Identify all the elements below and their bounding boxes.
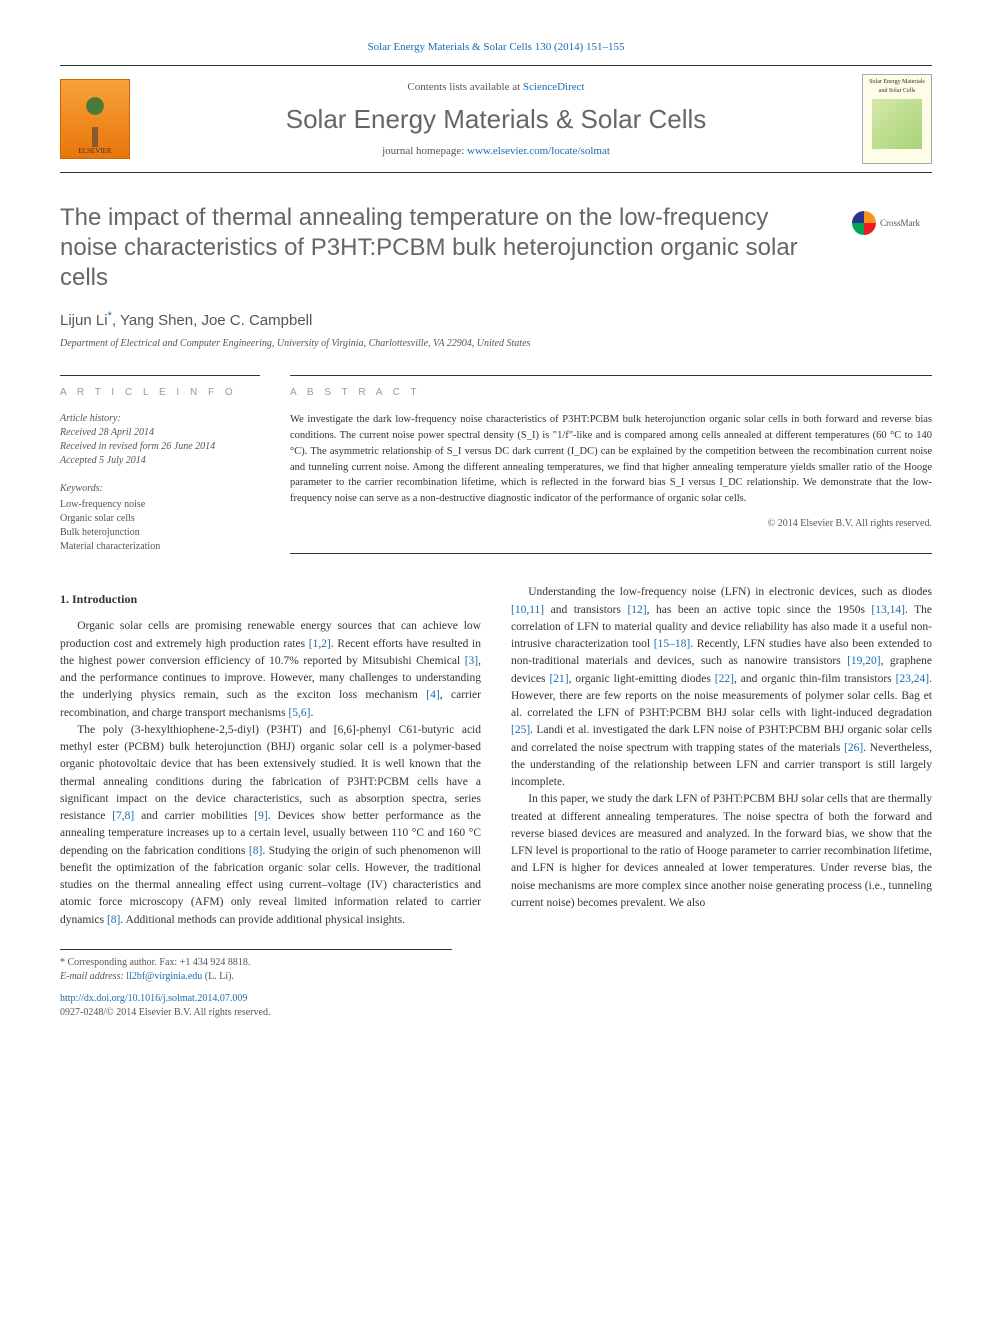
doi-link[interactable]: http://dx.doi.org/10.1016/j.solmat.2014.… bbox=[60, 993, 247, 1004]
elsevier-tree-icon bbox=[75, 97, 115, 147]
citation-link[interactable]: [13,14] bbox=[871, 604, 905, 616]
crossmark-badge[interactable]: CrossMark bbox=[852, 209, 932, 237]
body-text: 1. Introduction Organic solar cells are … bbox=[60, 584, 932, 929]
top-citation: Solar Energy Materials & Solar Cells 130… bbox=[60, 40, 932, 55]
citation-link[interactable]: [4] bbox=[426, 689, 439, 701]
journal-homepage-line: journal homepage: www.elsevier.com/locat… bbox=[130, 144, 862, 159]
body-paragraph: Understanding the low-frequency noise (L… bbox=[511, 584, 932, 791]
citation-link[interactable]: [8] bbox=[107, 914, 120, 926]
doi-block: http://dx.doi.org/10.1016/j.solmat.2014.… bbox=[60, 992, 932, 1020]
sciencedirect-link[interactable]: ScienceDirect bbox=[523, 81, 585, 93]
article-info-heading: A R T I C L E I N F O bbox=[60, 386, 260, 400]
history-received: Received 28 April 2014 bbox=[60, 426, 260, 440]
citation-link[interactable]: [10,11] bbox=[511, 604, 544, 616]
citation-link[interactable]: [9] bbox=[254, 810, 267, 822]
contents-list-line: Contents lists available at ScienceDirec… bbox=[130, 80, 862, 95]
abstract-copyright: © 2014 Elsevier B.V. All rights reserved… bbox=[290, 517, 932, 531]
crossmark-label: CrossMark bbox=[880, 217, 920, 230]
paper-title: The impact of thermal annealing temperat… bbox=[60, 203, 832, 293]
email-link[interactable]: ll2bf@virginia.edu bbox=[126, 971, 202, 982]
article-info-block: A R T I C L E I N F O Article history: R… bbox=[60, 375, 260, 554]
authors-line: Lijun Li*, Yang Shen, Joe C. Campbell bbox=[60, 309, 932, 331]
footnote-block: * Corresponding author. Fax: +1 434 924 … bbox=[60, 949, 452, 984]
abstract-text: We investigate the dark low-frequency no… bbox=[290, 412, 932, 507]
keyword-item: Organic solar cells bbox=[60, 512, 260, 526]
journal-cover-thumb: Solar Energy Materials and Solar Cells bbox=[862, 74, 932, 164]
history-label: Article history: bbox=[60, 412, 260, 426]
citation-link[interactable]: [23,24] bbox=[896, 673, 930, 685]
citation-link[interactable]: [7,8] bbox=[112, 810, 134, 822]
citation-link[interactable]: [26] bbox=[844, 742, 863, 754]
issn-line: 0927-0248/© 2014 Elsevier B.V. All right… bbox=[60, 1006, 932, 1020]
journal-homepage-link[interactable]: www.elsevier.com/locate/solmat bbox=[467, 145, 610, 157]
history-revised: Received in revised form 26 June 2014 bbox=[60, 440, 260, 454]
abstract-block: A B S T R A C T We investigate the dark … bbox=[290, 375, 932, 554]
citation-link[interactable]: [22] bbox=[715, 673, 734, 685]
citation-link[interactable]: [21] bbox=[549, 673, 568, 685]
body-paragraph: The poly (3-hexylthiophene-2,5-diyl) (P3… bbox=[60, 722, 481, 929]
keyword-item: Low-frequency noise bbox=[60, 498, 260, 512]
citation-link[interactable]: [5,6] bbox=[288, 707, 310, 719]
journal-name: Solar Energy Materials & Solar Cells bbox=[130, 101, 862, 137]
elsevier-label: ELSEVIER bbox=[78, 147, 111, 157]
history-accepted: Accepted 5 July 2014 bbox=[60, 454, 260, 468]
affiliation: Department of Electrical and Computer En… bbox=[60, 337, 932, 351]
keyword-item: Bulk heterojunction bbox=[60, 526, 260, 540]
body-paragraph: In this paper, we study the dark LFN of … bbox=[511, 791, 932, 912]
citation-link[interactable]: [1,2] bbox=[309, 638, 331, 650]
crossmark-icon bbox=[852, 211, 876, 235]
journal-header: ELSEVIER Contents lists available at Sci… bbox=[60, 65, 932, 173]
cover-thumb-image bbox=[872, 99, 922, 149]
corresponding-footnote: * Corresponding author. Fax: +1 434 924 … bbox=[60, 956, 452, 970]
section-heading: 1. Introduction bbox=[60, 590, 481, 608]
elsevier-logo: ELSEVIER bbox=[60, 79, 130, 159]
abstract-heading: A B S T R A C T bbox=[290, 386, 932, 400]
keywords-label: Keywords: bbox=[60, 482, 260, 496]
citation-link[interactable]: [12] bbox=[627, 604, 646, 616]
citation-link[interactable]: [15–18] bbox=[654, 638, 690, 650]
citation-link[interactable]: [8] bbox=[249, 845, 262, 857]
citation-link[interactable]: [3] bbox=[465, 655, 478, 667]
citation-link[interactable]: [25] bbox=[511, 724, 530, 736]
citation-link[interactable]: [19,20] bbox=[847, 655, 881, 667]
body-paragraph: Organic solar cells are promising renewa… bbox=[60, 618, 481, 722]
keyword-item: Material characterization bbox=[60, 540, 260, 554]
email-line: E-mail address: ll2bf@virginia.edu (L. L… bbox=[60, 970, 452, 984]
top-citation-link[interactable]: Solar Energy Materials & Solar Cells 130… bbox=[367, 41, 624, 53]
